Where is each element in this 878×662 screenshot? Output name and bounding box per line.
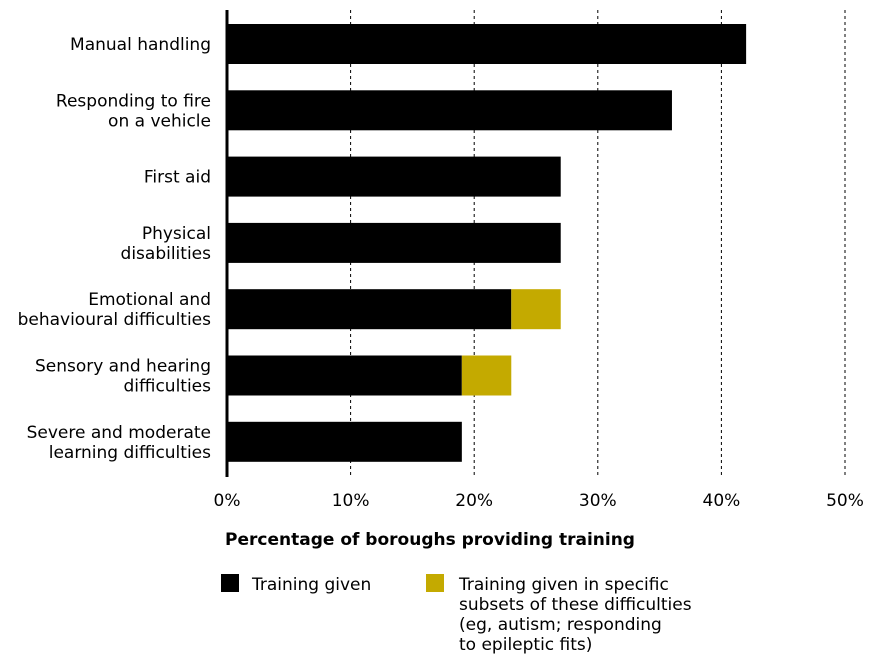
bar-training-given [227, 421, 462, 462]
bar-training-given [227, 90, 672, 131]
bar-training-given [227, 355, 462, 396]
category-label: Emotional and behavioural difficulties [18, 290, 212, 330]
category-label: First aid [144, 168, 211, 188]
category-label: Sensory and hearing difficulties [35, 357, 211, 397]
bar-training-given [227, 24, 747, 64]
x-tick-label: 40% [703, 491, 741, 511]
bar-training-given [227, 222, 561, 263]
legend-swatch-training-subsets [426, 574, 444, 592]
legend-swatch-training-given [221, 574, 239, 592]
legend: Training given Training given in specific… [221, 574, 692, 655]
category-labels: Manual handling Responding to fire on a ve… [18, 35, 212, 463]
category-label: Manual handling [70, 35, 211, 55]
x-tick-label: 50% [826, 491, 864, 511]
legend-label-training-subsets: Training given in specific subsets of the… [458, 575, 692, 655]
bar-training-given [227, 289, 512, 330]
x-tick-label: 10% [332, 491, 370, 511]
bar-training-subsets [511, 289, 561, 330]
x-tick-labels: 0% 10% 20% 30% 40% 50% [214, 491, 864, 511]
bars [227, 24, 747, 462]
category-label: Physical disabilities [121, 224, 212, 264]
category-label: Responding to fire on a vehicle [56, 91, 211, 131]
x-tick-label: 0% [214, 491, 241, 511]
legend-label-training-given: Training given [251, 575, 371, 595]
bar-training-subsets [461, 355, 512, 396]
category-label: Severe and moderate learning difficulties [27, 423, 212, 463]
x-tick-label: 20% [455, 491, 493, 511]
bar-training-given [227, 156, 561, 197]
x-axis-title: Percentage of boroughs providing trainin… [225, 530, 635, 550]
x-tick-label: 30% [579, 491, 617, 511]
